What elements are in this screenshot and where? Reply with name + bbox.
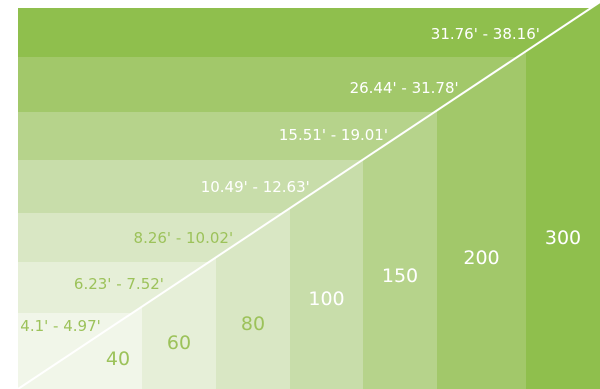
column-150	[363, 110, 437, 389]
column-label-150: 150	[382, 265, 418, 287]
column-label-300: 300	[545, 227, 581, 249]
column-label-60: 60	[167, 332, 191, 354]
band-label-4: 10.49' - 12.63'	[201, 178, 310, 196]
band-label-6: 6.23' - 7.52'	[74, 275, 164, 293]
column-200	[437, 51, 526, 389]
band-label-2: 26.44' - 31.78'	[350, 79, 459, 97]
column-label-100: 100	[308, 288, 344, 310]
column-100	[290, 159, 363, 389]
column-60	[142, 257, 216, 389]
column-label-80: 80	[241, 313, 265, 335]
column-label-40: 40	[106, 348, 130, 370]
band-label-3: 15.51' - 19.01'	[279, 126, 388, 144]
band-label-1: 31.76' - 38.16'	[431, 25, 540, 43]
band-label-7: 4.1' - 4.97'	[20, 317, 100, 335]
band-label-5: 8.26' - 10.02'	[134, 229, 234, 247]
column-label-200: 200	[463, 247, 499, 269]
column-80	[216, 208, 290, 389]
diagonal-line	[17, 1, 600, 389]
column-300	[526, 2, 600, 389]
